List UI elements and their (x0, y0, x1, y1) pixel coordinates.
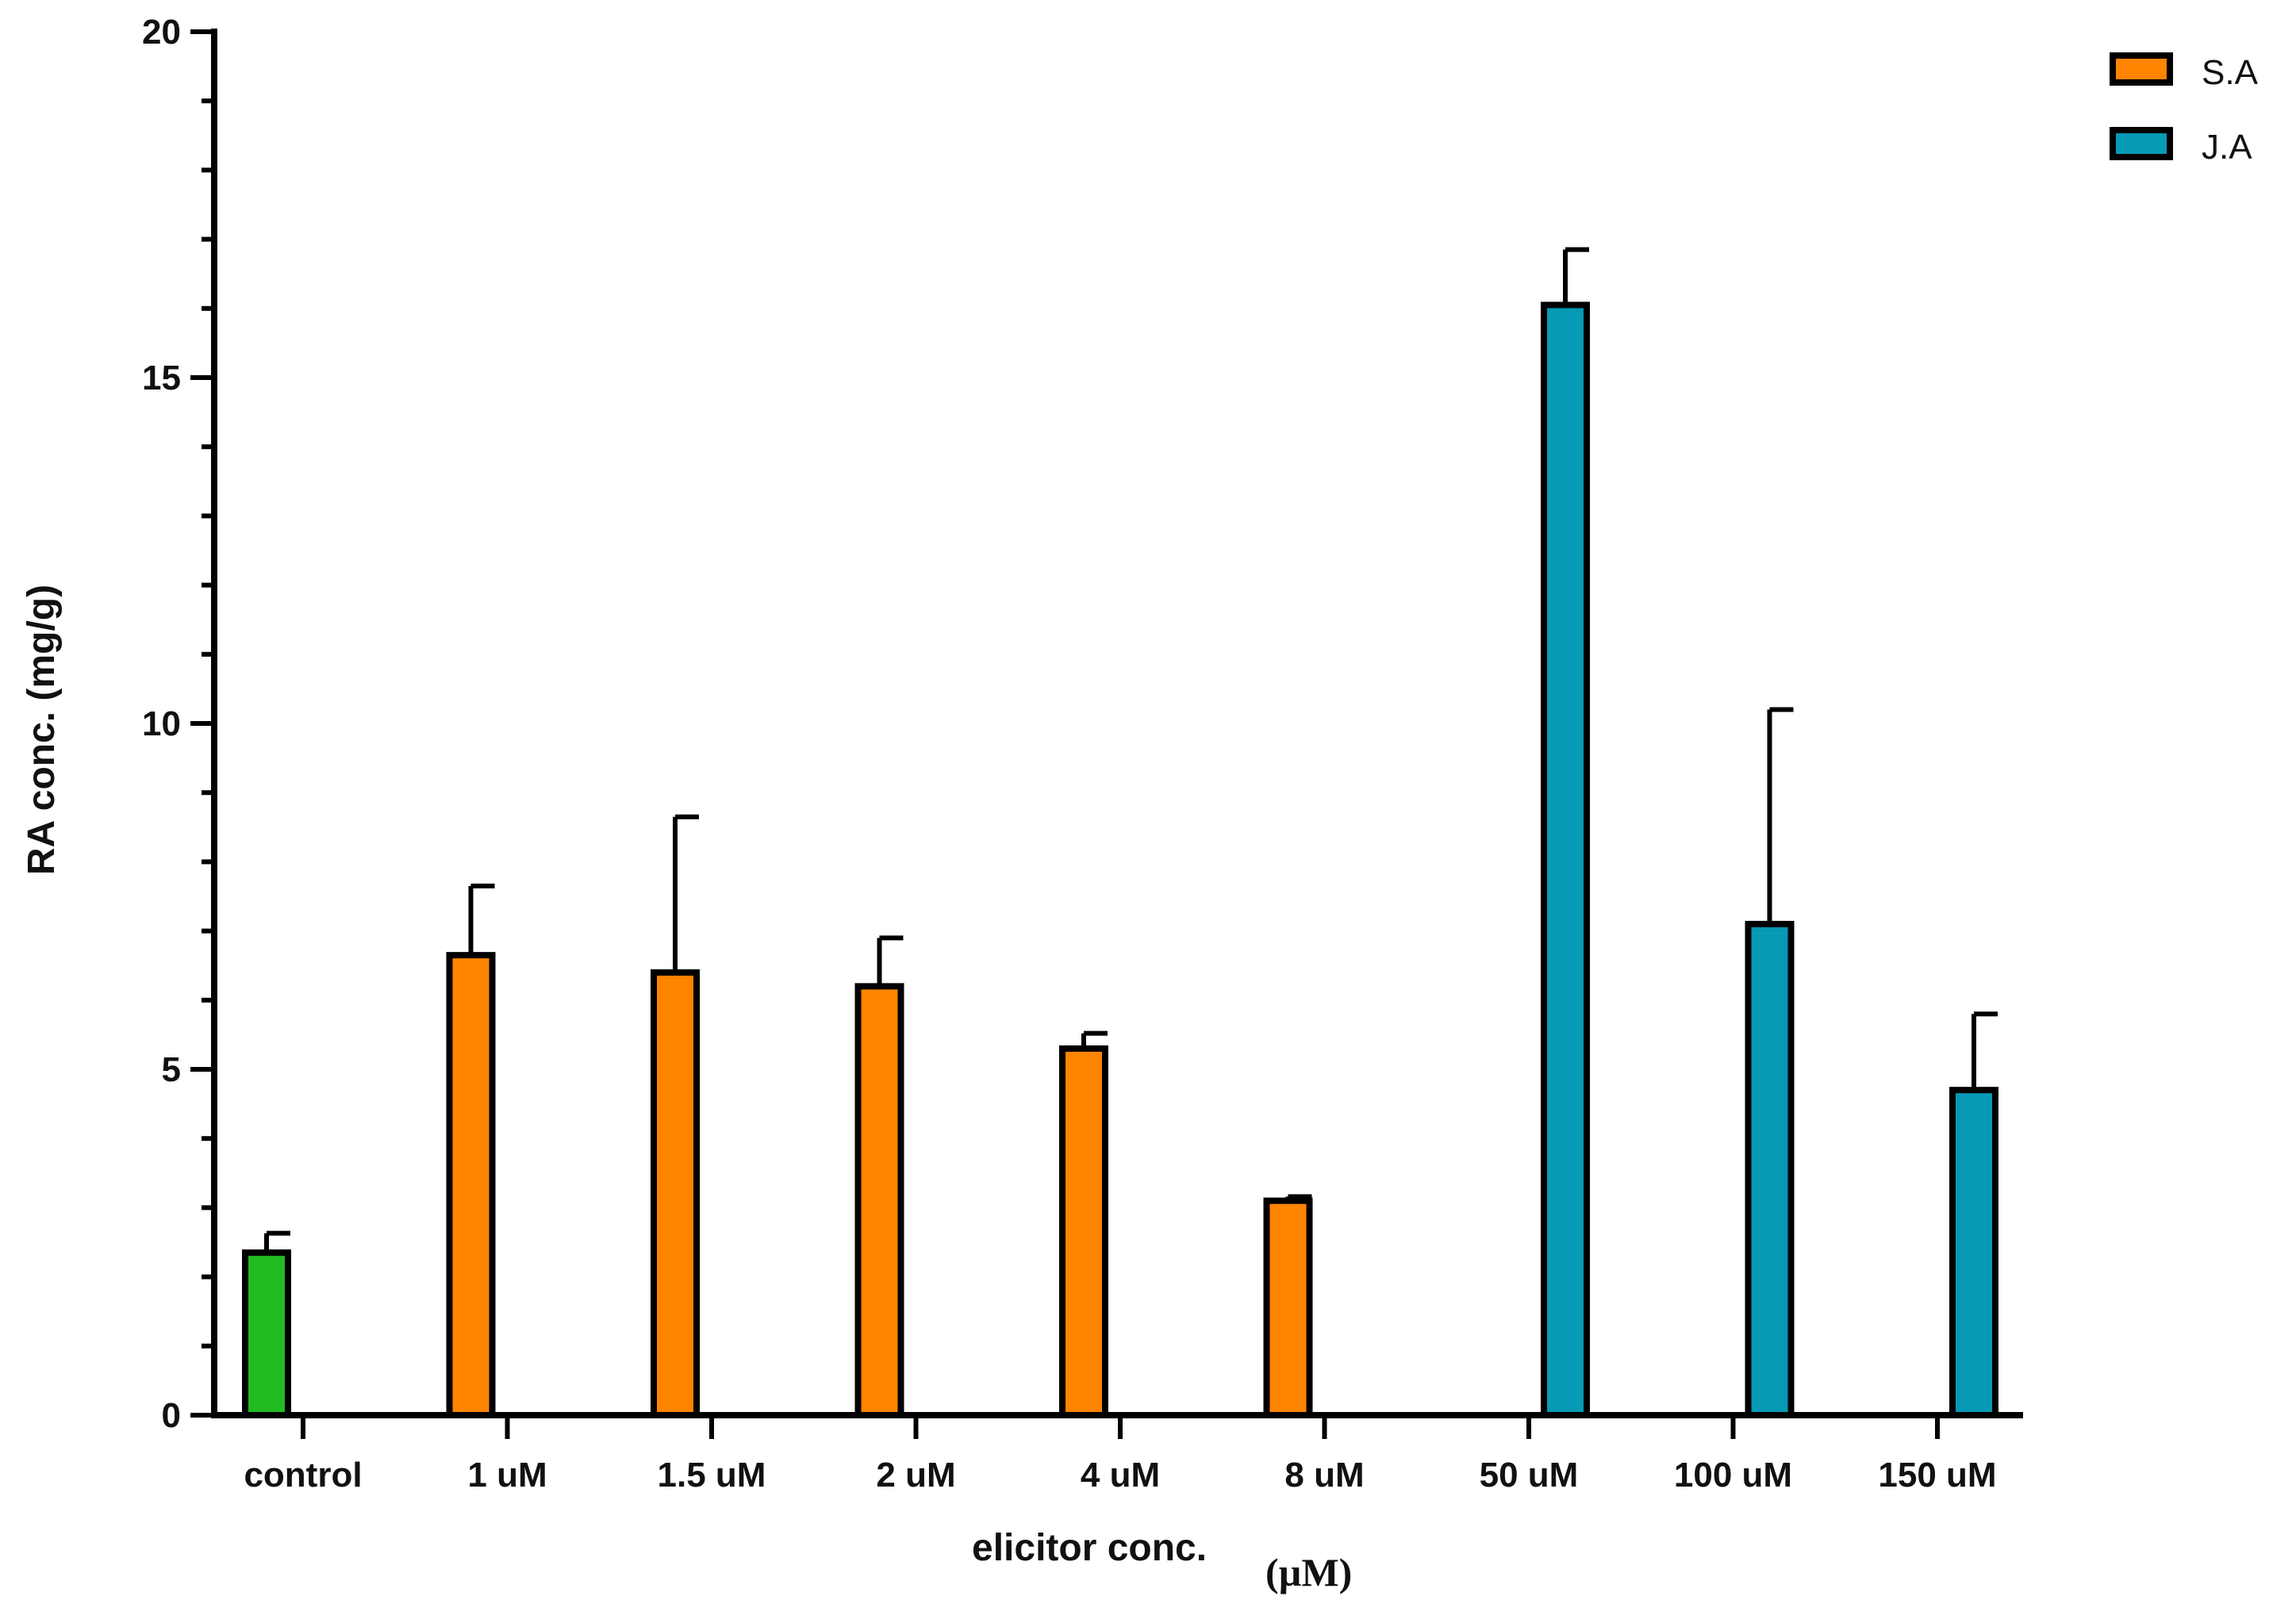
legend-swatch-s-a (2110, 52, 2173, 86)
bar-s-a (1263, 1197, 1313, 1419)
x-tick-label: 4 uM (1081, 1456, 1160, 1494)
y-tick-label: 20 (142, 13, 181, 52)
y-tick-label: 15 (142, 359, 181, 397)
x-tick-label: 1 uM (467, 1456, 547, 1494)
bar-s-a (446, 952, 496, 1418)
legend-label: J.A (2202, 128, 2252, 167)
x-tick-label: 1.5 uM (658, 1456, 766, 1494)
x-axis-title-group: elicitor conc. (µM) (972, 1527, 1352, 1594)
bar-s-a (651, 969, 700, 1419)
y-axis: 0 5 10 15 20 (142, 13, 217, 1435)
x-axis-unit: (µM) (1265, 1550, 1352, 1594)
bars (242, 247, 1998, 1419)
y-tick-label: 0 (162, 1396, 181, 1435)
bar-j-a (1541, 301, 1590, 1419)
y-tick-label: 5 (162, 1050, 181, 1089)
bar-s-a (854, 983, 904, 1418)
bar-j-a (1949, 1087, 1998, 1419)
x-tick-label: 150 uM (1878, 1456, 1996, 1494)
x-tick-label: 8 uM (1284, 1456, 1364, 1494)
x-axis-title: elicitor conc. (972, 1527, 1207, 1569)
x-tick-label: control (244, 1456, 362, 1494)
legend: S.A J.A (2110, 52, 2259, 167)
bar-s-a (1059, 1045, 1108, 1418)
legend-swatch-j-a (2110, 127, 2173, 160)
y-axis-title: RA conc. (mg/g) (21, 585, 63, 875)
x-axis: control 1 uM 1.5 uM 2 uM 4 uM 8 uM 50 uM 100 uM… (211, 1412, 2023, 1494)
y-tick-label: 10 (142, 704, 181, 743)
bar-control (242, 1249, 291, 1418)
x-tick-label: 100 uM (1674, 1456, 1792, 1494)
bar-j-a (1745, 920, 1795, 1418)
x-tick-label: 50 uM (1480, 1456, 1579, 1494)
x-tick-label: 2 uM (876, 1456, 955, 1494)
legend-label: S.A (2202, 53, 2259, 92)
